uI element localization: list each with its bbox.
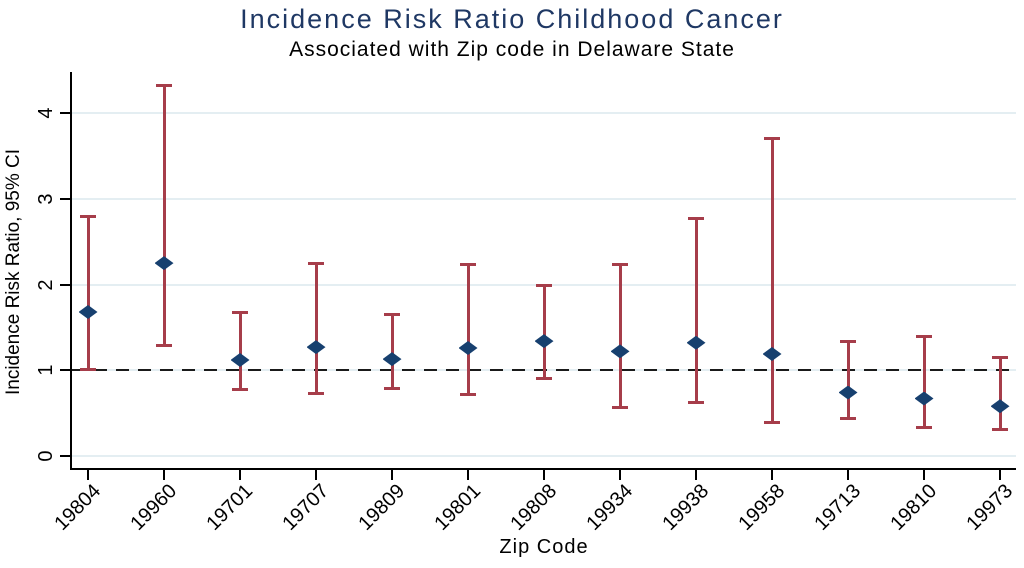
ci-cap-lower	[992, 428, 1008, 432]
y-tick	[60, 369, 70, 372]
y-tick	[60, 283, 70, 286]
ci-cap-upper	[308, 262, 324, 266]
y-gridline	[72, 112, 1016, 114]
point-estimate-marker	[306, 340, 326, 355]
ci-cap-upper	[916, 334, 932, 338]
x-tick-label: 19804	[50, 480, 106, 535]
x-axis-title: Zip Code	[499, 536, 589, 558]
y-tick-label: 1	[35, 364, 57, 376]
ci-cap-upper	[840, 340, 856, 344]
ci-error-bar	[846, 341, 850, 420]
ci-cap-lower	[308, 392, 324, 396]
ci-cap-lower	[460, 393, 476, 397]
ci-error-bar	[618, 263, 622, 408]
x-tick	[391, 470, 393, 480]
ci-cap-lower	[384, 387, 400, 391]
ci-cap-upper	[156, 83, 172, 87]
ci-cap-lower	[688, 400, 704, 404]
x-tick	[163, 470, 165, 480]
x-tick	[239, 470, 241, 480]
x-tick	[467, 470, 469, 480]
x-tick	[543, 470, 545, 480]
ci-cap-lower	[232, 387, 248, 391]
ci-cap-lower	[536, 376, 552, 380]
x-tick	[923, 470, 925, 480]
plot-area	[72, 72, 1016, 468]
x-tick	[619, 470, 621, 480]
ci-cap-lower	[916, 425, 932, 429]
point-estimate-marker	[990, 399, 1010, 414]
ci-cap-upper	[80, 214, 96, 218]
point-estimate-marker	[686, 335, 706, 350]
y-tick	[60, 197, 70, 200]
x-tick	[847, 470, 849, 480]
ci-cap-lower	[80, 368, 96, 372]
chart-title: Incidence Risk Ratio Childhood Cancer	[240, 4, 784, 34]
ci-error-bar	[86, 215, 90, 371]
ci-error-bar	[390, 313, 394, 390]
point-estimate-marker	[154, 256, 174, 271]
ci-error-bar	[770, 137, 774, 423]
ci-cap-upper	[232, 310, 248, 314]
point-estimate-marker	[838, 385, 858, 400]
x-tick-label: 19938	[658, 480, 714, 535]
x-tick	[87, 470, 89, 480]
point-estimate-marker	[534, 334, 554, 349]
y-tick	[60, 455, 70, 457]
point-estimate-marker	[458, 340, 478, 355]
ci-cap-upper	[992, 356, 1008, 360]
ci-cap-upper	[536, 283, 552, 287]
ci-error-bar	[238, 311, 242, 390]
point-estimate-marker	[382, 352, 402, 367]
x-tick-label: 19958	[734, 480, 790, 535]
x-tick-label: 19960	[126, 480, 182, 535]
x-tick-label: 19701	[202, 480, 258, 535]
ci-error-bar	[694, 217, 698, 403]
y-tick-label: 3	[35, 193, 57, 205]
y-gridline	[72, 197, 1016, 200]
point-estimate-marker	[230, 352, 250, 367]
ci-error-bar	[542, 284, 546, 379]
ci-cap-upper	[460, 262, 476, 266]
y-tick-label: 2	[35, 278, 57, 291]
ci-error-bar	[162, 84, 166, 347]
chart-subtitle: Associated with Zip code in Delaware Sta…	[289, 38, 735, 61]
y-axis-line	[70, 72, 72, 470]
ci-cap-upper	[612, 262, 628, 266]
ci-cap-lower	[764, 420, 780, 424]
x-tick-label: 19808	[506, 480, 562, 535]
ci-cap-lower	[840, 417, 856, 421]
ci-cap-lower	[156, 344, 172, 348]
x-tick	[771, 470, 773, 480]
x-tick	[315, 470, 317, 480]
x-tick-label: 19801	[430, 480, 486, 535]
y-gridline	[72, 455, 1016, 457]
x-axis-line	[70, 468, 1016, 470]
ci-cap-upper	[688, 216, 704, 220]
ci-error-bar	[922, 335, 926, 428]
ci-error-bar	[998, 357, 1002, 431]
x-tick-label: 19973	[962, 480, 1018, 535]
ci-cap-upper	[384, 312, 400, 316]
x-tick	[999, 470, 1001, 480]
x-tick-label: 19810	[886, 480, 942, 535]
x-tick-label: 19713	[810, 480, 866, 535]
point-estimate-marker	[762, 346, 782, 361]
y-tick-label: 4	[35, 107, 57, 119]
y-axis-title: Incidence Risk Ratio, 95% CI	[3, 148, 24, 396]
x-tick-label: 19809	[354, 480, 410, 535]
point-estimate-marker	[78, 304, 98, 319]
ci-error-bar	[314, 263, 318, 395]
x-tick-label: 19707	[278, 480, 334, 535]
x-tick-label: 19934	[582, 480, 638, 535]
point-estimate-marker	[610, 344, 630, 359]
ci-error-bar	[466, 263, 470, 396]
y-tick	[60, 112, 70, 114]
y-tick-label: 0	[35, 450, 57, 462]
x-tick	[695, 470, 697, 480]
ci-cap-lower	[612, 405, 628, 409]
ci-cap-upper	[764, 136, 780, 140]
point-estimate-marker	[914, 391, 934, 406]
